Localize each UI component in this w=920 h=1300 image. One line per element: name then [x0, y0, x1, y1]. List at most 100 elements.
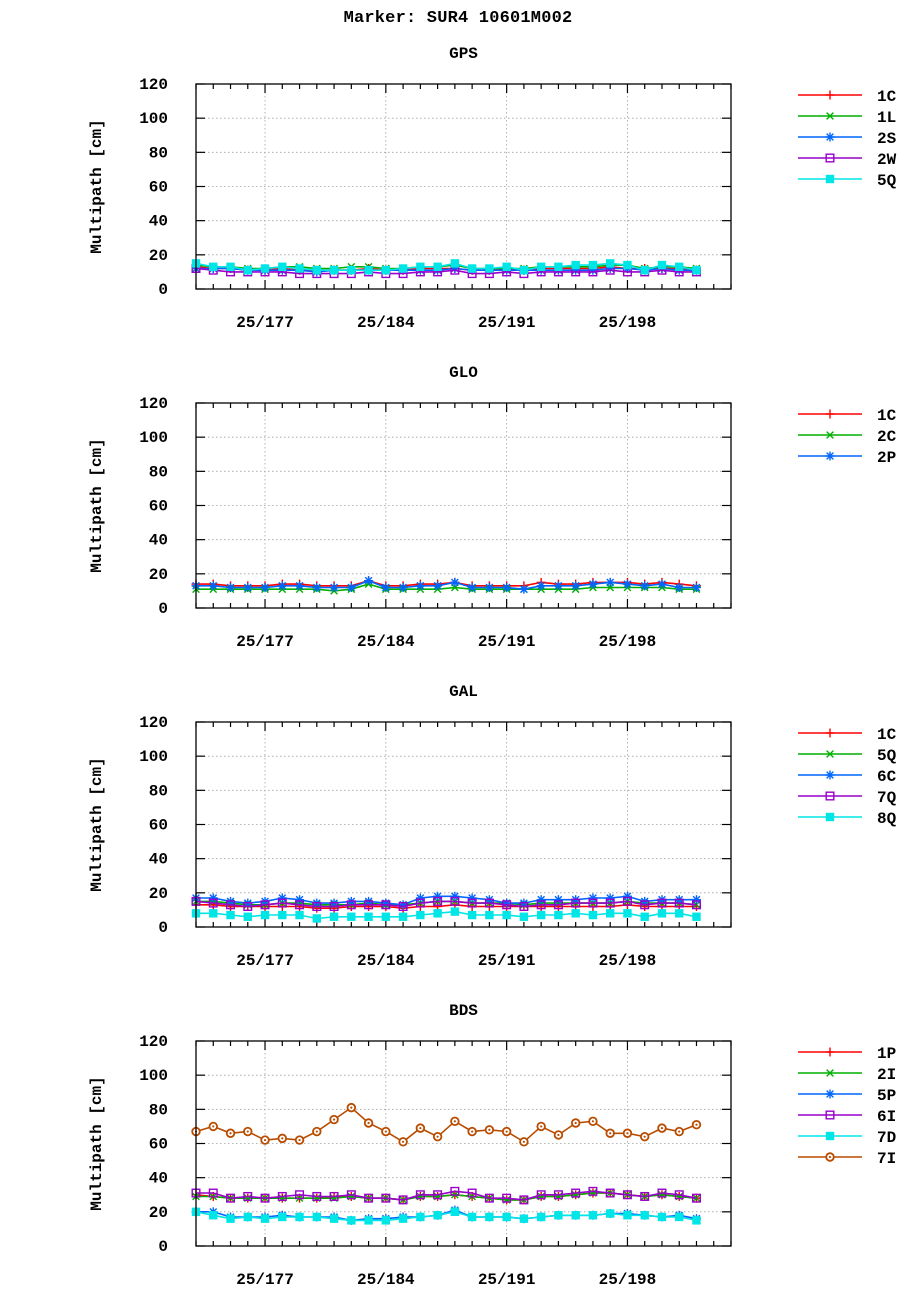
data-point-stroke — [623, 580, 632, 588]
data-point — [381, 1126, 391, 1137]
data-point — [502, 262, 511, 271]
legend-entry: 1P — [798, 1045, 896, 1063]
data-point-shape — [467, 1212, 477, 1222]
data-point-shape — [260, 900, 270, 910]
data-point — [519, 266, 529, 275]
data-point — [364, 912, 373, 921]
y-tick-label: 60 — [149, 179, 168, 197]
legend-label: 6I — [877, 1108, 896, 1126]
data-point — [329, 1214, 339, 1223]
data-point-shape — [657, 909, 667, 918]
y-tick-label: 20 — [149, 885, 168, 903]
legend-label: 1C — [877, 726, 897, 744]
y-tick-label: 100 — [139, 748, 168, 766]
legend-label: 5P — [877, 1087, 896, 1105]
series-5Q — [191, 259, 701, 275]
data-point — [277, 1133, 287, 1144]
legend-label: 1C — [877, 407, 897, 425]
data-point — [277, 581, 287, 591]
data-point-shape — [502, 910, 511, 920]
data-point — [519, 1195, 529, 1205]
data-point — [484, 583, 494, 592]
data-point — [398, 912, 408, 921]
data-point — [691, 583, 701, 592]
data-point — [398, 1137, 408, 1147]
data-point-shape — [277, 1191, 287, 1201]
data-point-dot — [471, 1130, 474, 1133]
data-point — [467, 1212, 477, 1222]
panel-bds: BDS 0 20 40 60 80 100 120 25/177 25/184 25/191 25/1… — [88, 1002, 896, 1289]
data-point-shape — [605, 1209, 615, 1218]
y-tick-label: 0 — [158, 1238, 168, 1256]
legend-entry: 2W — [798, 151, 897, 169]
legend-marker-stroke — [826, 771, 834, 779]
data-point-dot — [678, 1130, 681, 1133]
data-point-shape — [415, 898, 425, 908]
legend-marker — [825, 812, 835, 822]
data-point — [502, 900, 512, 910]
data-point-stroke — [433, 581, 442, 590]
legend-marker — [825, 770, 835, 780]
data-point — [433, 891, 443, 901]
data-point-shape — [536, 900, 546, 910]
data-point — [312, 583, 322, 592]
legend-entry: 2C — [798, 428, 897, 446]
data-point — [415, 1123, 426, 1133]
data-point — [243, 902, 253, 912]
legend-marker — [825, 1047, 835, 1057]
data-point — [622, 1128, 633, 1138]
data-point — [467, 264, 477, 273]
data-point — [502, 910, 511, 920]
x-tick-label: 25/191 — [478, 1271, 536, 1289]
data-point — [622, 891, 632, 901]
y-axis-label: Multipath [cm] — [88, 1076, 106, 1210]
data-point — [450, 577, 460, 587]
data-point-shape — [588, 260, 598, 270]
data-point — [364, 1216, 373, 1225]
data-point — [208, 1121, 218, 1132]
data-point-shape — [312, 266, 322, 275]
data-point-shape — [226, 1193, 236, 1203]
data-point-stroke — [554, 895, 563, 904]
data-point — [485, 1212, 494, 1222]
data-point — [260, 1193, 270, 1203]
data-point — [674, 583, 684, 592]
data-point — [260, 900, 270, 910]
data-point-stroke — [278, 894, 287, 902]
legend-label: 2I — [877, 1066, 896, 1084]
data-point — [553, 581, 563, 591]
data-point — [674, 898, 684, 908]
data-point-shape — [467, 910, 477, 920]
data-point — [588, 910, 598, 920]
data-point — [536, 581, 546, 591]
data-point-shape — [588, 1211, 598, 1220]
legend-marker — [825, 1110, 835, 1120]
series-7I — [191, 1102, 702, 1147]
y-tick-label: 40 — [149, 1170, 168, 1188]
data-point-shape — [450, 1186, 460, 1196]
data-point-dot — [332, 1118, 336, 1121]
data-point-shape — [278, 1212, 287, 1222]
data-point-dot — [246, 1130, 249, 1133]
y-tick-label: 20 — [149, 566, 168, 584]
data-point — [398, 1214, 408, 1223]
data-point-stroke — [589, 580, 597, 588]
data-point — [433, 581, 443, 591]
panel-title: BDS — [449, 1002, 478, 1020]
data-point-shape — [209, 262, 218, 271]
data-point-shape — [226, 910, 235, 920]
data-point-shape — [381, 900, 391, 910]
data-point — [433, 262, 442, 271]
data-point-shape — [485, 264, 494, 273]
data-point-shape — [364, 912, 373, 921]
data-point — [640, 912, 649, 921]
x-tick-label: 25/184 — [357, 314, 415, 332]
panel-glo: GLO 0 20 40 60 80 100 120 25/177 25/184 25/191 25/1… — [88, 364, 897, 651]
data-point-shape — [536, 1212, 546, 1222]
data-point — [243, 583, 253, 592]
data-point — [588, 1116, 598, 1126]
data-point-shape — [691, 900, 701, 910]
panel-gal: GAL 0 20 40 60 80 100 120 25/177 25/184 25/191 25/1… — [88, 683, 897, 970]
y-tick-label: 100 — [139, 1067, 168, 1085]
data-point-shape — [588, 898, 598, 908]
